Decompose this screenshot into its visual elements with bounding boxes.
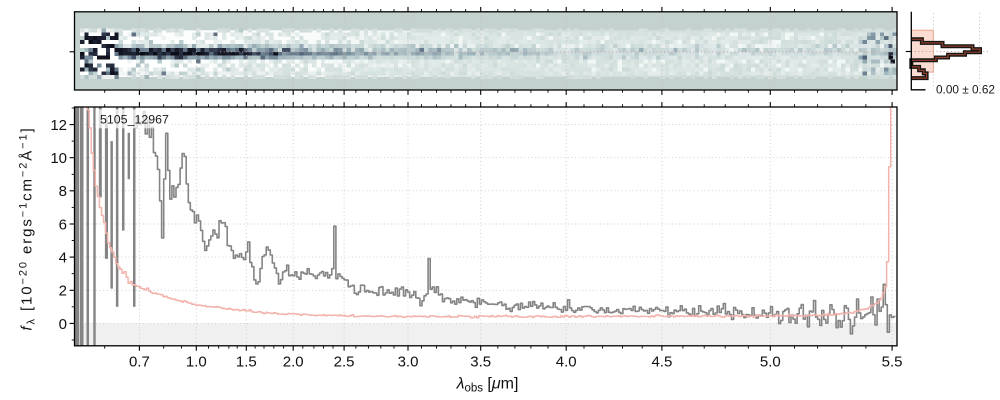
svg-text:3.0: 3.0 — [398, 354, 419, 371]
svg-text:4.5: 4.5 — [651, 354, 672, 371]
svg-text:12: 12 — [50, 117, 67, 134]
svg-text:10: 10 — [50, 150, 67, 167]
svg-text:2: 2 — [59, 283, 67, 300]
svg-text:λobs [μm]: λobs [μm] — [456, 376, 519, 395]
svg-text:5.5: 5.5 — [882, 354, 903, 371]
svg-text:8: 8 — [59, 183, 67, 200]
svg-text:4: 4 — [59, 250, 67, 267]
svg-text:4.0: 4.0 — [556, 354, 577, 371]
svg-text:5105_12967: 5105_12967 — [100, 112, 169, 126]
svg-text:1.5: 1.5 — [236, 354, 257, 371]
svg-text:0.00 ± 0.62: 0.00 ± 0.62 — [936, 83, 995, 97]
svg-text:6: 6 — [59, 216, 67, 233]
svg-text:2.5: 2.5 — [334, 354, 355, 371]
svg-text:1.0: 1.0 — [186, 354, 207, 371]
svg-text:5.0: 5.0 — [760, 354, 781, 371]
svg-text:3.5: 3.5 — [470, 354, 491, 371]
svg-text:fλ [10−20 ergs−1cm−2Å−1]: fλ [10−20 ergs−1cm−2Å−1] — [17, 126, 37, 330]
svg-text:2.0: 2.0 — [283, 354, 304, 371]
svg-text:0.7: 0.7 — [129, 354, 150, 371]
svg-text:0: 0 — [59, 316, 67, 333]
